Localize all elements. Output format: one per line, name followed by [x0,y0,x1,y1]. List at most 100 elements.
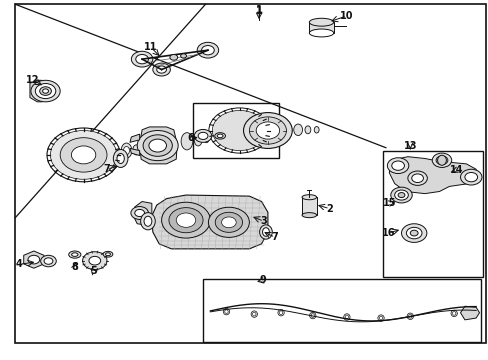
Circle shape [221,217,236,228]
Circle shape [131,51,153,67]
Ellipse shape [203,135,208,143]
Ellipse shape [214,133,225,139]
Circle shape [44,258,53,264]
Ellipse shape [141,213,155,230]
Ellipse shape [217,134,223,138]
Circle shape [431,153,451,167]
Text: 1: 1 [255,5,262,15]
Ellipse shape [310,314,314,318]
Circle shape [35,84,56,99]
Text: 4: 4 [16,259,22,269]
Ellipse shape [309,312,315,319]
Polygon shape [460,306,479,320]
Circle shape [157,66,166,73]
Text: 15: 15 [382,198,396,208]
Polygon shape [24,251,44,268]
Circle shape [391,161,404,170]
Ellipse shape [252,312,255,316]
Circle shape [131,207,148,220]
Circle shape [169,54,177,60]
Circle shape [149,139,166,152]
Text: 1: 1 [255,6,262,17]
Ellipse shape [468,310,472,314]
Polygon shape [133,202,152,226]
Ellipse shape [105,253,110,256]
Polygon shape [388,157,478,194]
Circle shape [394,190,407,200]
Circle shape [460,169,481,185]
Text: 14: 14 [449,165,463,175]
Polygon shape [140,127,177,164]
Ellipse shape [72,253,78,256]
Ellipse shape [293,124,302,135]
Ellipse shape [103,251,113,257]
Ellipse shape [279,311,282,315]
Text: 16: 16 [381,228,394,238]
Circle shape [31,80,60,102]
Text: 6: 6 [187,133,194,143]
Bar [193,103,278,158]
Text: 7: 7 [271,232,278,242]
Text: 9: 9 [259,275,266,285]
Polygon shape [152,195,267,249]
Polygon shape [130,134,140,142]
Circle shape [201,45,214,55]
Ellipse shape [379,316,382,320]
Ellipse shape [451,312,455,315]
Circle shape [168,208,203,233]
Polygon shape [309,22,333,33]
Text: 2: 2 [326,204,332,214]
Circle shape [137,131,178,161]
Circle shape [135,210,144,217]
Circle shape [464,172,477,182]
Circle shape [197,42,218,58]
Circle shape [71,146,96,164]
Circle shape [386,158,408,174]
Circle shape [406,227,421,239]
Ellipse shape [142,141,152,157]
Ellipse shape [277,310,284,316]
Bar [203,279,480,342]
Ellipse shape [309,18,333,26]
Circle shape [215,212,242,232]
Text: 10: 10 [340,11,353,21]
Text: 12: 12 [25,75,39,85]
Circle shape [153,63,170,76]
Ellipse shape [262,228,269,236]
Circle shape [194,130,211,142]
Bar [383,151,483,277]
Text: 7: 7 [103,164,110,174]
Circle shape [249,117,286,144]
Circle shape [409,230,417,236]
Ellipse shape [69,251,81,258]
Text: 13: 13 [403,141,416,151]
Ellipse shape [181,133,192,150]
Polygon shape [302,197,316,215]
Circle shape [256,122,279,139]
Ellipse shape [194,134,202,146]
Ellipse shape [302,213,316,218]
Ellipse shape [123,147,129,155]
Circle shape [435,156,447,165]
Text: 8: 8 [71,262,78,272]
Ellipse shape [377,315,384,321]
Ellipse shape [314,127,319,133]
Text: 5: 5 [90,266,97,276]
Circle shape [198,132,207,139]
Text: 3: 3 [260,216,267,226]
Ellipse shape [117,153,124,163]
Ellipse shape [305,126,310,134]
Circle shape [176,213,195,227]
Circle shape [411,174,423,183]
Ellipse shape [302,195,316,200]
Ellipse shape [144,216,152,226]
Circle shape [50,131,117,179]
Ellipse shape [450,310,456,317]
Circle shape [40,87,51,95]
Ellipse shape [144,145,150,153]
Ellipse shape [345,315,348,319]
Circle shape [397,193,404,198]
Ellipse shape [467,309,473,315]
Circle shape [42,89,48,93]
Circle shape [161,202,210,238]
